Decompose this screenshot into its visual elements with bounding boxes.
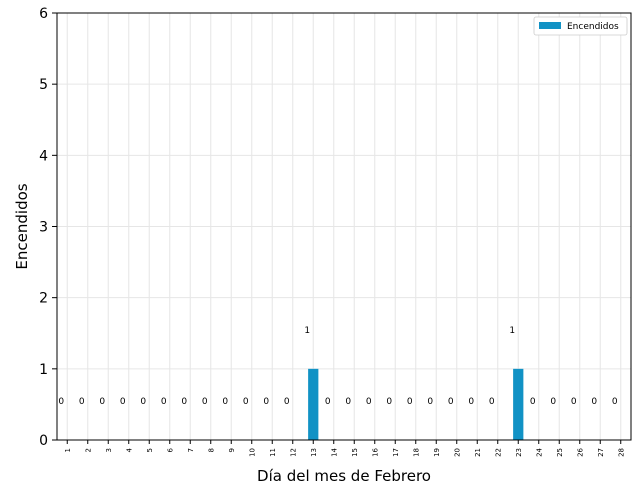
bar — [513, 368, 524, 440]
x-tick-label: 23 — [515, 448, 523, 457]
bar — [308, 368, 319, 440]
data-label: 0 — [591, 397, 597, 407]
x-tick-label: 3 — [105, 448, 113, 452]
x-tick-label: 11 — [269, 448, 277, 457]
x-tick-label: 2 — [84, 448, 92, 452]
x-tick-label: 15 — [351, 448, 359, 457]
data-label: 0 — [468, 397, 474, 407]
data-label: 0 — [366, 397, 372, 407]
x-tick-label: 25 — [556, 448, 564, 457]
y-tick-label: 2 — [39, 291, 48, 307]
x-tick-label: 20 — [453, 448, 461, 457]
x-tick-label: 9 — [228, 448, 236, 452]
bars — [308, 368, 524, 440]
x-tick-label: 14 — [330, 447, 338, 456]
data-label: 0 — [181, 397, 187, 407]
data-label: 0 — [79, 397, 85, 407]
data-label: 1 — [509, 326, 515, 336]
data-label: 0 — [427, 397, 433, 407]
data-label: 0 — [612, 397, 618, 407]
x-tick-label: 21 — [474, 448, 482, 457]
x-tick-label: 13 — [310, 448, 318, 457]
x-tick-label: 8 — [207, 448, 215, 452]
x-tick-label: 26 — [576, 447, 584, 456]
data-label: 0 — [120, 397, 126, 407]
x-axis-label: Día del mes de Febrero — [257, 467, 431, 485]
y-axis-label: Encendidos — [13, 183, 31, 269]
x-tick-label: 24 — [535, 447, 543, 456]
legend-box — [533, 16, 628, 36]
data-label: 0 — [58, 397, 64, 407]
data-label: 0 — [202, 397, 208, 407]
data-label: 0 — [222, 397, 228, 407]
y-tick-label: 3 — [39, 220, 48, 236]
x-axis: 1 2 3 4 5 6 7 8 9 10 11 12 13 14 15 16 17 18 19 20 21 22 23 24 2… — [64, 440, 625, 457]
x-tick-label: 17 — [392, 448, 400, 457]
data-label: 1 — [304, 326, 310, 336]
data-label: 0 — [489, 397, 495, 407]
y-tick-label: 0 — [39, 433, 48, 449]
x-tick-label: 4 — [125, 447, 133, 452]
x-tick-label: 19 — [433, 448, 441, 457]
data-label: 0 — [263, 397, 269, 407]
data-label: 0 — [284, 397, 290, 407]
data-label: 0 — [530, 397, 536, 407]
plot-frame — [56, 12, 632, 441]
legend-label: Encendidos — [567, 22, 619, 32]
legend: Encendidos — [533, 16, 628, 36]
x-tick-label: 28 — [617, 448, 625, 457]
data-label: 0 — [448, 397, 454, 407]
y-tick-label: 4 — [39, 148, 48, 164]
x-tick-label: 16 — [371, 447, 379, 456]
x-tick-label: 7 — [187, 448, 195, 452]
y-axis: 0 1 2 3 4 5 6 — [39, 6, 57, 449]
data-labels: 0 0 0 0 0 0 0 0 0 0 0 0 1 0 0 0 0 0 0 0 0 0 1 0 0 0 0 0 — [58, 326, 618, 407]
grid-lines — [57, 12, 631, 441]
x-tick-label: 6 — [166, 447, 174, 452]
x-tick-label: 1 — [64, 448, 72, 452]
data-label: 0 — [243, 397, 249, 407]
y-tick-label: 6 — [39, 6, 48, 22]
data-label: 0 — [407, 397, 413, 407]
data-label: 0 — [99, 397, 105, 407]
data-label: 0 — [345, 397, 351, 407]
data-label: 0 — [550, 397, 556, 407]
y-tick-label: 1 — [39, 362, 48, 378]
x-tick-label: 18 — [412, 448, 420, 457]
x-tick-label: 27 — [597, 448, 605, 457]
data-label: 0 — [571, 397, 577, 407]
data-label: 0 — [140, 397, 146, 407]
data-label: 0 — [161, 397, 167, 407]
data-label: 0 — [325, 397, 331, 407]
x-tick-label: 22 — [494, 448, 502, 457]
data-label: 0 — [386, 397, 392, 407]
x-tick-label: 5 — [146, 448, 154, 452]
legend-swatch — [539, 22, 561, 29]
x-tick-label: 10 — [248, 448, 256, 457]
x-tick-label: 12 — [289, 448, 297, 457]
y-tick-label: 5 — [39, 77, 48, 93]
